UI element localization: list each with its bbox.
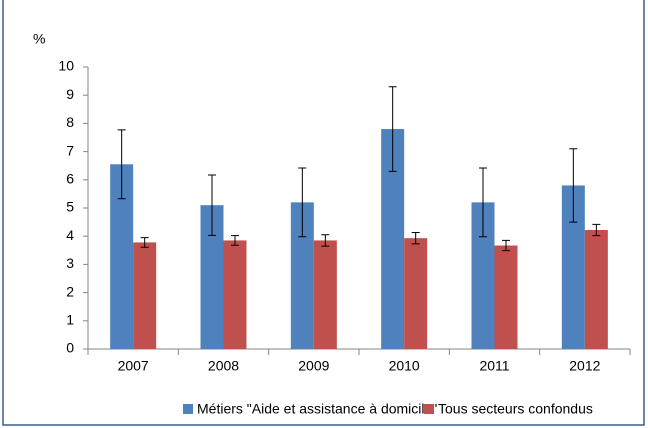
legend-label: Tous secteurs confondus bbox=[438, 401, 593, 417]
error-bar bbox=[569, 148, 578, 223]
y-tick-label: 7 bbox=[66, 142, 74, 158]
y-tick-label: 10 bbox=[58, 58, 74, 74]
legend-swatch bbox=[424, 404, 434, 414]
error-bar bbox=[592, 223, 601, 237]
error-bar bbox=[140, 237, 149, 248]
x-tick-label: 2012 bbox=[569, 358, 600, 374]
y-tick-label: 4 bbox=[66, 227, 74, 243]
y-tick-label: 5 bbox=[66, 199, 74, 215]
bar bbox=[471, 202, 495, 349]
error-bar bbox=[208, 174, 216, 236]
error-bar bbox=[502, 239, 510, 252]
x-tick-label: 2007 bbox=[118, 358, 149, 374]
y-tick-label: 9 bbox=[66, 86, 74, 102]
error-bar bbox=[479, 167, 487, 238]
y-tick-label: 1 bbox=[66, 312, 74, 328]
bar bbox=[561, 185, 585, 349]
bar bbox=[404, 238, 428, 349]
x-tick-label: 2011 bbox=[479, 358, 509, 374]
bar bbox=[290, 202, 314, 349]
x-tick-label: 2010 bbox=[389, 358, 420, 374]
legend-label: Métiers "Aide et assistance à domicile" bbox=[197, 401, 437, 417]
bar bbox=[110, 164, 134, 349]
error-bar bbox=[411, 232, 420, 245]
bar bbox=[133, 242, 157, 349]
bar bbox=[313, 240, 337, 349]
bar bbox=[223, 240, 247, 349]
error-bar bbox=[388, 86, 397, 172]
legend-swatch bbox=[183, 404, 193, 414]
x-tick-label: 2009 bbox=[298, 358, 329, 374]
bar bbox=[584, 229, 608, 349]
bar bbox=[381, 129, 405, 349]
y-tick-label: 8 bbox=[66, 114, 74, 130]
error-bar bbox=[117, 129, 126, 200]
bar bbox=[494, 245, 518, 349]
error-bar bbox=[321, 234, 330, 247]
y-axis-label: % bbox=[33, 31, 45, 47]
y-tick-label: 0 bbox=[66, 340, 74, 356]
error-bar bbox=[298, 167, 307, 238]
y-tick-label: 2 bbox=[66, 283, 74, 299]
error-bar bbox=[231, 235, 239, 246]
y-tick-label: 6 bbox=[66, 171, 74, 187]
x-tick-label: 2008 bbox=[208, 358, 239, 374]
y-tick-label: 3 bbox=[66, 255, 74, 271]
bar bbox=[200, 205, 224, 349]
